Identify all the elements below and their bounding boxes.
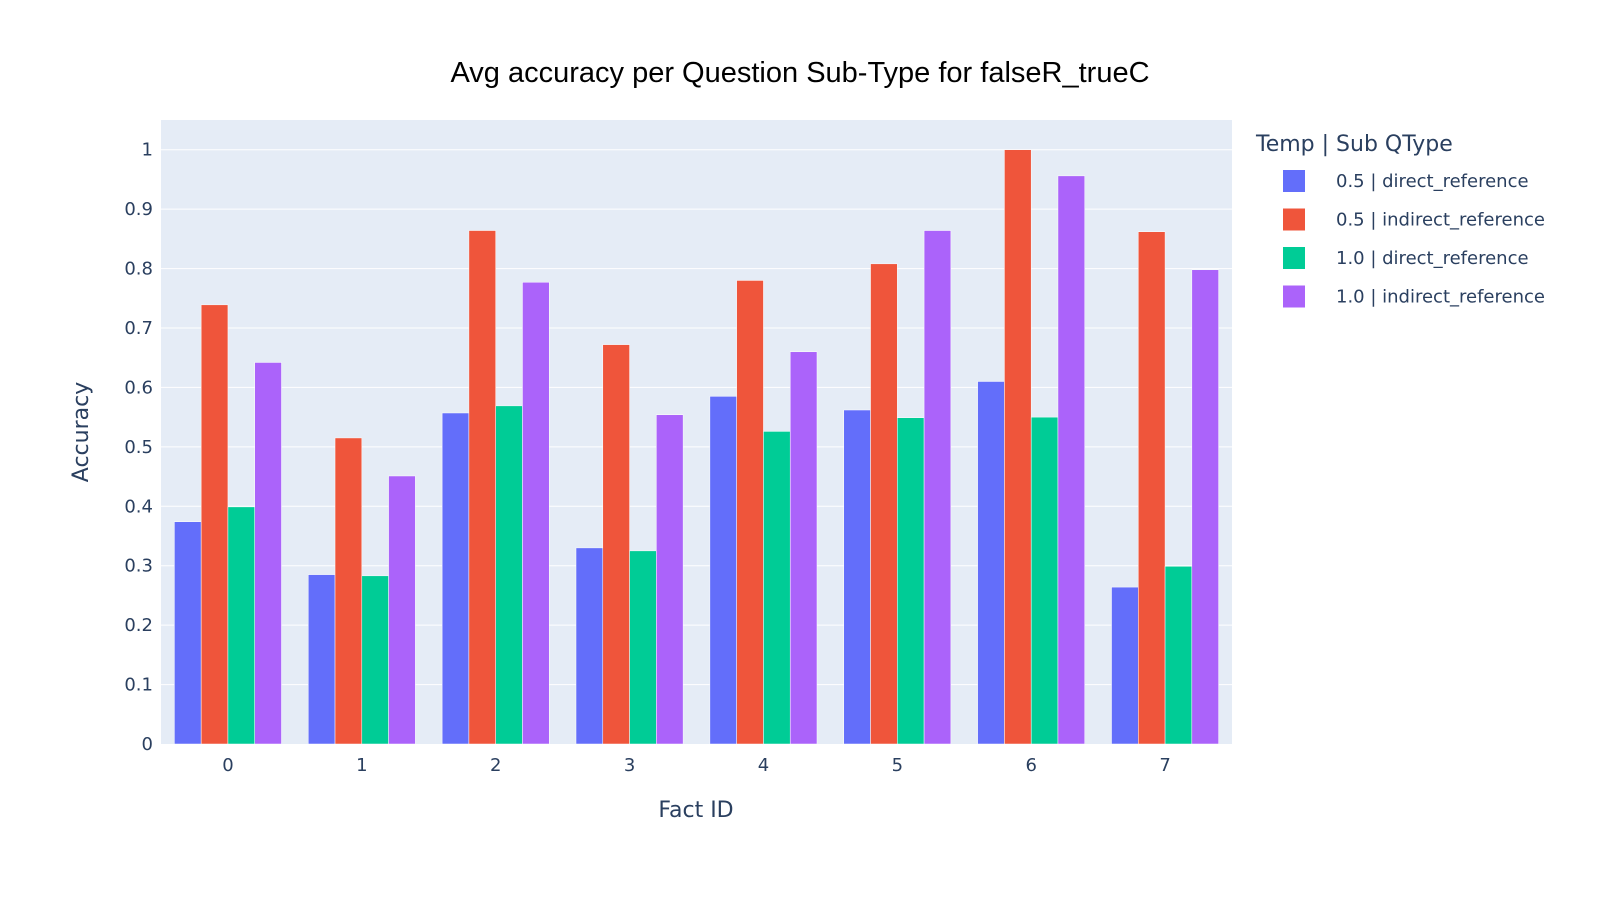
y-tick-label: 0.8 [124, 259, 153, 280]
bar [1191, 269, 1219, 745]
y-tick-label: 1 [142, 140, 153, 161]
y-tick-label: 0.4 [124, 496, 153, 517]
legend-label: 1.0 | indirect_reference [1336, 287, 1545, 308]
bar [1138, 231, 1166, 745]
legend-label: 0.5 | indirect_reference [1336, 210, 1545, 231]
bar [602, 344, 630, 745]
y-tick-label: 0.6 [124, 377, 153, 398]
legend-swatch [1283, 247, 1305, 269]
x-tick-label: 1 [356, 755, 367, 776]
bar [897, 417, 925, 745]
bar [1164, 566, 1193, 745]
legend-label: 1.0 | direct_reference [1336, 248, 1529, 269]
y-tick-label: 0.2 [124, 615, 153, 636]
x-tick-label: 7 [1159, 755, 1170, 776]
bar [388, 475, 416, 745]
x-axis-ticks: 0 1 2 3 4 5 6 7 [222, 755, 1171, 776]
legend-label: 0.5 | direct_reference [1336, 171, 1529, 192]
bar [200, 304, 229, 745]
bar [763, 431, 791, 745]
x-tick-label: 3 [624, 755, 635, 776]
legend: Temp | Sub QType 0.5 | direct_reference 0… [1255, 132, 1545, 308]
x-axis-title: Fact ID [658, 798, 733, 823]
bar [441, 412, 470, 745]
bar [174, 521, 202, 745]
bar [361, 575, 389, 745]
x-tick-label: 5 [892, 755, 903, 776]
y-tick-label: 0.7 [124, 318, 153, 339]
x-tick-label: 6 [1025, 755, 1036, 776]
y-tick-label: 0 [142, 734, 153, 755]
bar [789, 351, 818, 745]
legend-swatch [1283, 208, 1305, 231]
bar [870, 263, 898, 745]
bar [1004, 149, 1032, 745]
bar [923, 230, 952, 745]
x-tick-label: 4 [758, 755, 769, 776]
bar [522, 281, 550, 745]
bar [495, 405, 523, 745]
y-tick-label: 0.3 [124, 556, 153, 577]
bar [1057, 175, 1085, 745]
legend-swatch [1283, 170, 1305, 192]
y-tick-label: 0.5 [124, 437, 153, 458]
bar [709, 396, 737, 745]
bar [1030, 416, 1059, 745]
legend-swatch [1283, 285, 1305, 308]
bar [656, 414, 684, 745]
bar [629, 550, 657, 745]
legend-title: Temp | Sub QType [1255, 132, 1453, 157]
bar [254, 362, 282, 745]
y-tick-label: 0.9 [124, 199, 153, 220]
bar [468, 230, 496, 745]
x-tick-label: 0 [222, 755, 233, 776]
bar [843, 409, 871, 745]
y-axis-ticks: 0 0.1 0.2 0.3 0.4 0.5 0.6 0.7 0.8 0.9 1 [124, 140, 153, 755]
bars [174, 149, 1219, 745]
bar [308, 574, 336, 745]
bar [227, 506, 255, 745]
y-axis-title: Accuracy [69, 382, 94, 482]
bar [334, 437, 363, 745]
chart-title: Avg accuracy per Question Sub-Type for f… [450, 57, 1149, 89]
bar [736, 280, 764, 745]
y-tick-label: 0.1 [124, 675, 153, 696]
bar [575, 547, 604, 745]
bar [977, 381, 1005, 745]
x-tick-label: 2 [490, 755, 501, 776]
bar [1111, 586, 1139, 745]
